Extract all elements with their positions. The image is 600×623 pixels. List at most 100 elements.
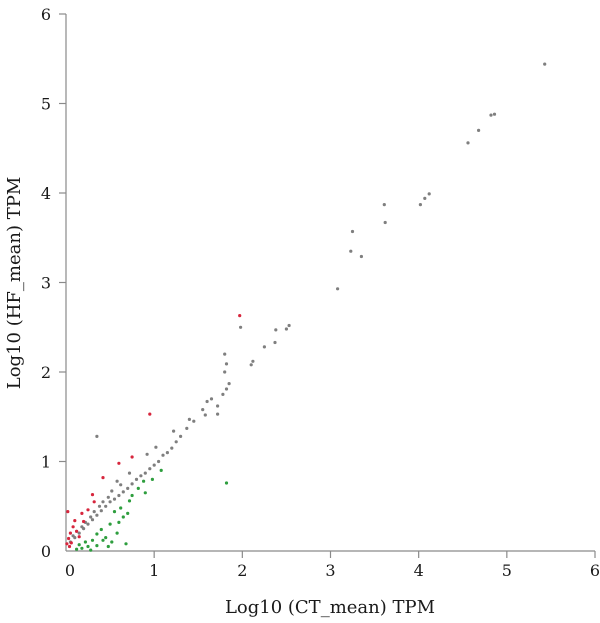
data-point-neutral: [71, 534, 75, 538]
data-point-down: [224, 481, 229, 485]
data-point-neutral: [223, 370, 227, 374]
data-point-up: [73, 519, 77, 523]
data-point-neutral: [117, 493, 121, 498]
data-point-neutral: [157, 459, 161, 464]
data-point-neutral: [101, 500, 105, 504]
data-point-neutral: [274, 328, 278, 332]
data-point-neutral: [106, 495, 110, 499]
data-point-down: [83, 540, 87, 544]
data-point-neutral: [126, 486, 130, 490]
data-point-down: [95, 532, 99, 536]
data-point-neutral: [139, 474, 143, 478]
data-point-down: [159, 468, 163, 472]
data-point-up: [71, 525, 75, 529]
data-point-down: [115, 531, 119, 535]
data-point-up: [148, 412, 152, 416]
data-point-neutral: [119, 483, 123, 487]
data-point-down: [142, 479, 146, 483]
data-point-up: [92, 500, 96, 504]
data-point-up: [67, 544, 72, 549]
data-point-neutral: [97, 504, 102, 508]
data-point-neutral: [543, 62, 547, 66]
data-point-down: [110, 540, 114, 544]
data-point-neutral: [86, 522, 90, 526]
x-tick-label: 6: [590, 561, 600, 580]
data-point-neutral: [152, 463, 156, 467]
data-point-up: [68, 531, 72, 535]
data-point-neutral: [227, 382, 231, 386]
data-point-neutral: [350, 229, 355, 234]
data-point-neutral: [148, 467, 152, 471]
y-tick-label: 3: [41, 274, 51, 293]
data-point-neutral: [145, 452, 149, 456]
data-point-down: [121, 515, 125, 519]
y-tick-label: 4: [41, 184, 51, 203]
y-axis-title: Log10 (HF_mean) TPM: [4, 177, 25, 389]
data-point-neutral: [95, 434, 99, 438]
data-point-down: [89, 548, 93, 552]
data-point-down: [77, 543, 81, 547]
data-point-down: [130, 493, 134, 498]
data-point-neutral: [287, 323, 291, 328]
data-point-down: [126, 511, 130, 515]
data-point-neutral: [92, 510, 96, 514]
x-tick-label: 1: [149, 561, 159, 580]
data-point-neutral: [187, 417, 191, 421]
data-point-neutral: [224, 362, 229, 366]
data-point-up: [130, 455, 134, 459]
data-point-down: [136, 486, 140, 490]
data-point-neutral: [110, 489, 114, 493]
data-point-neutral: [80, 525, 84, 529]
data-point-down: [86, 544, 90, 549]
data-point-down: [106, 544, 110, 549]
data-point-neutral: [127, 471, 132, 475]
data-point-neutral: [143, 471, 147, 475]
data-point-neutral: [423, 196, 427, 200]
data-point-neutral: [185, 426, 189, 430]
data-point-neutral: [201, 408, 205, 412]
data-point-neutral: [216, 412, 220, 416]
data-point-down: [104, 536, 108, 540]
data-point-neutral: [112, 497, 117, 501]
data-point-up: [90, 493, 95, 497]
data-point-neutral: [104, 504, 108, 508]
data-point-neutral: [203, 413, 207, 417]
data-point-down: [117, 520, 121, 525]
data-point-down: [127, 499, 132, 503]
data-point-up: [65, 542, 69, 546]
data-point-up: [86, 508, 90, 512]
data-point-neutral: [359, 254, 363, 259]
data-point-up: [82, 519, 86, 524]
data-point-neutral: [383, 220, 387, 225]
data-point-neutral: [77, 531, 81, 535]
data-point-down: [108, 522, 112, 526]
data-point-down: [101, 538, 105, 542]
data-point-up: [101, 476, 105, 480]
data-point-down: [143, 491, 147, 495]
data-point-up: [69, 541, 73, 545]
data-point-down: [80, 546, 84, 550]
y-tick-label: 5: [41, 95, 51, 114]
data-point-neutral: [205, 399, 209, 404]
data-point-neutral: [224, 387, 229, 391]
data-point-neutral: [192, 419, 196, 423]
data-point-neutral: [165, 451, 169, 455]
data-point-neutral: [134, 477, 139, 481]
data-point-neutral: [489, 113, 493, 117]
data-point-neutral: [239, 325, 243, 329]
data-point-neutral: [223, 352, 227, 356]
data-point-down: [95, 544, 99, 548]
data-point-neutral: [174, 440, 178, 444]
data-point-neutral: [161, 453, 165, 457]
data-point-neutral: [216, 404, 220, 408]
data-point-down: [124, 542, 128, 546]
data-point-up: [75, 529, 79, 533]
data-point-up: [238, 314, 242, 318]
data-point-neutral: [262, 345, 266, 349]
x-axis-title: Log10 (CT_mean) TPM: [225, 597, 435, 618]
x-tick-label: 3: [325, 561, 335, 580]
data-point-neutral: [108, 500, 112, 504]
data-point-neutral: [121, 490, 125, 494]
data-point-neutral: [89, 515, 93, 519]
data-point-down: [119, 506, 123, 510]
